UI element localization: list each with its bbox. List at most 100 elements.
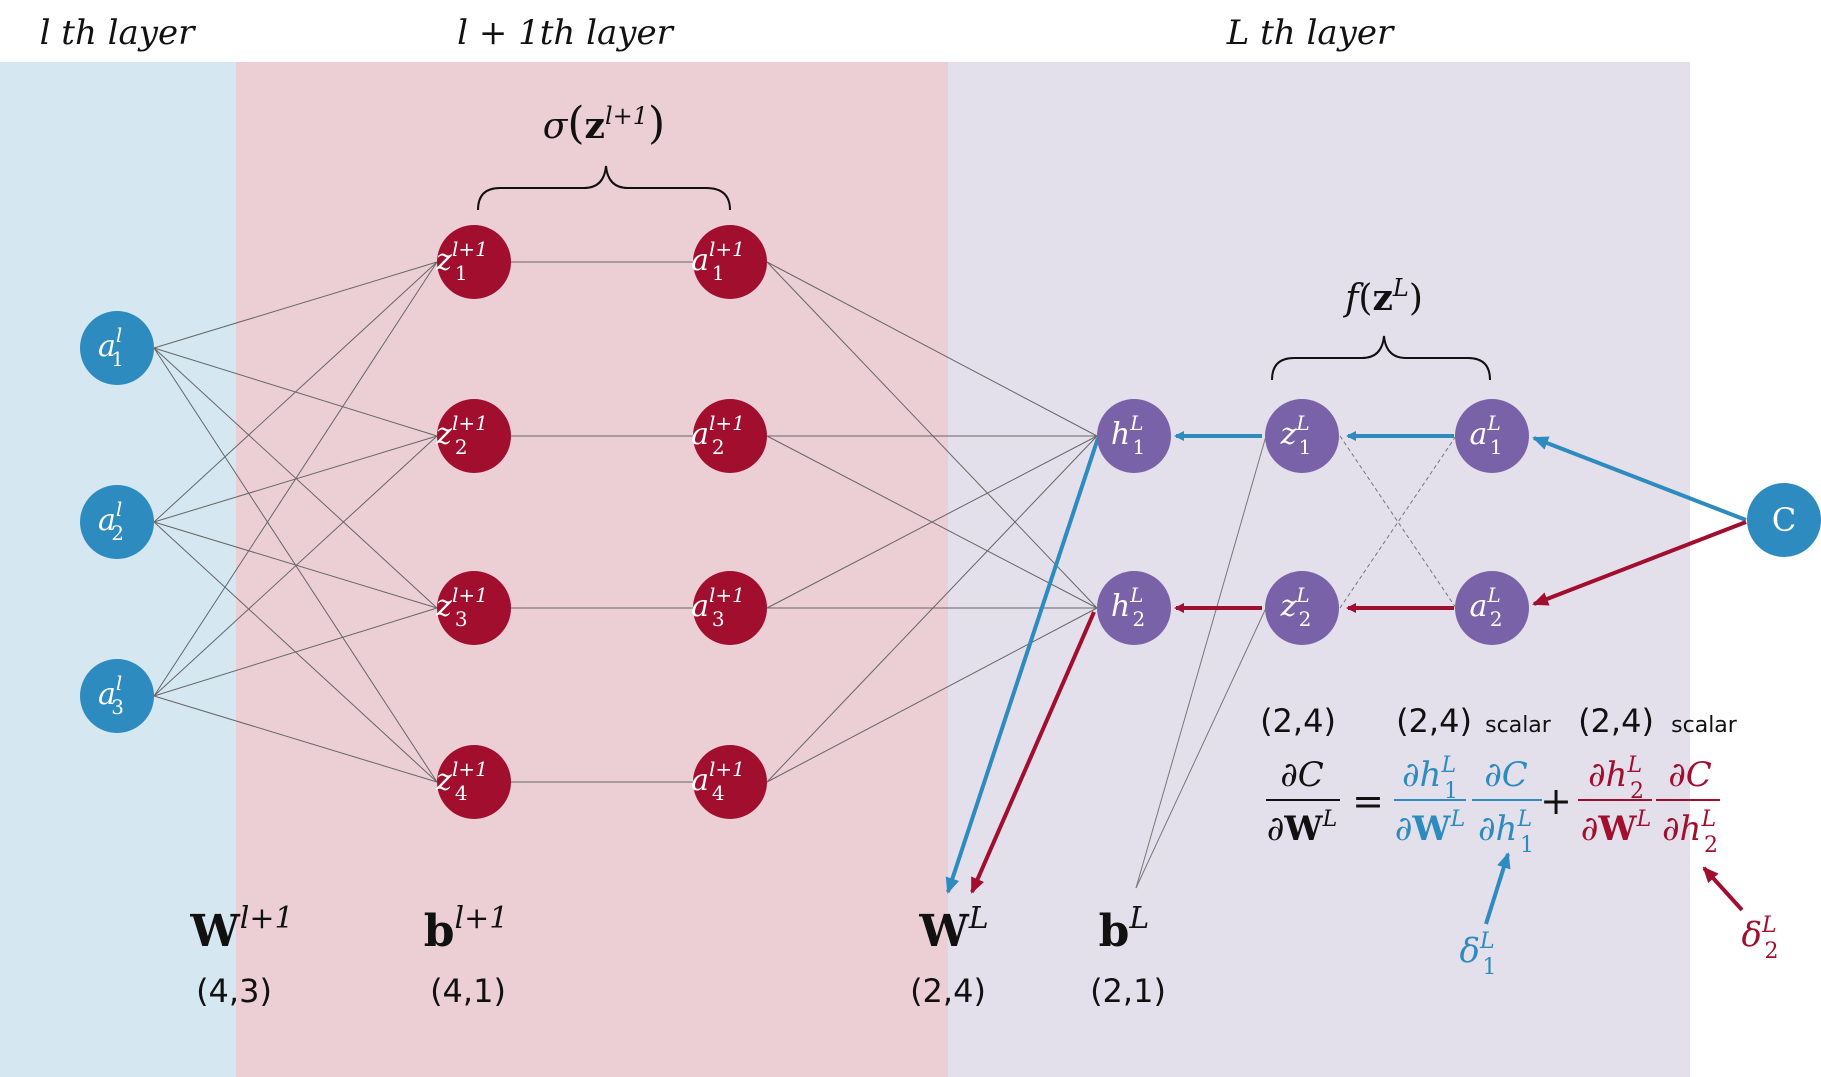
svg-text:∂C: ∂C: [1484, 755, 1528, 795]
node-label: zL 1: [1280, 411, 1312, 459]
brace-sigma-label: σ(zl+1): [543, 98, 665, 149]
band-l1: [236, 62, 948, 1077]
layer-title-L: L th layer: [1226, 13, 1395, 53]
edge: [766, 607, 1098, 783]
eq-equals: =: [1352, 779, 1384, 823]
edge: [153, 347, 438, 609]
node-label: aL 1: [1470, 411, 1503, 459]
edge: [153, 261, 438, 697]
edge: [153, 695, 438, 783]
svg-text:∂WL: ∂WL: [1395, 807, 1465, 849]
eq-term1: ∂hL 1 ∂WL ∂C ∂hL 1: [1394, 753, 1542, 858]
edge: [153, 435, 438, 697]
band-l: [0, 62, 236, 1077]
eq-term2: ∂hL 2 ∂WL ∂C ∂hL 2: [1578, 753, 1720, 858]
edge: [153, 261, 438, 349]
node-label: al 1: [98, 323, 124, 371]
node-label: zl+1 3: [435, 583, 488, 631]
node-label: al+1 1: [691, 237, 745, 285]
node-h_L-2: hL 2: [1097, 571, 1171, 645]
node-label: hL 2: [1111, 583, 1145, 631]
eq-lhs: ∂C ∂WL: [1266, 755, 1340, 849]
layer-title-l1: l + 1th layer: [457, 13, 674, 53]
node-label: zl+1 1: [435, 237, 488, 285]
param-W-l1-shape: (4,3): [196, 972, 272, 1010]
param-W-L-shape: (2,4): [910, 972, 986, 1010]
eq-term1-shape: (2,4): [1396, 702, 1472, 740]
eq-term2-note: scalar: [1671, 713, 1738, 738]
brace-sigma: [477, 165, 731, 211]
svg-text:∂WL: ∂WL: [1267, 807, 1337, 849]
node-z_l1-3: zl+1 3: [435, 571, 511, 645]
node-cost: C: [1747, 483, 1821, 557]
node-cost-label: C: [1772, 501, 1796, 539]
node-z_l1-2: zl+1 2: [435, 399, 511, 473]
network-nodes: al 1 al 2 al 3 zl+1 1 zl+1 2 zl+1 3 zl+1 4 al+1 1 al+1 2 a…: [80, 225, 1821, 819]
edge: [153, 261, 438, 523]
arrow-red-C-a2: [1532, 520, 1747, 606]
bias-edge: [1135, 435, 1267, 889]
edge: [766, 435, 1098, 783]
param-b-L: bL: [1099, 901, 1150, 957]
param-W-L: WL: [918, 901, 988, 957]
svg-text:∂C: ∂C: [1668, 755, 1712, 795]
node-label: zl+1 4: [435, 757, 488, 805]
node-a_l-1: al 1: [80, 311, 154, 385]
param-W-l1: Wl+1: [189, 901, 293, 957]
svg-text:∂hL1: ∂hL 1: [1402, 753, 1458, 804]
node-a_L-1: aL 1: [1455, 399, 1529, 473]
node-label: al 3: [98, 671, 124, 719]
node-a_l1-3: al+1 3: [691, 571, 767, 645]
svg-text:∂hL2: ∂hL 2: [1588, 753, 1644, 804]
param-b-l1-shape: (4,1): [430, 972, 506, 1010]
node-a_l1-4: al+1 4: [691, 745, 767, 819]
node-label: zl+1 2: [435, 411, 488, 459]
edge: [153, 521, 438, 609]
node-a_L-2: aL 2: [1455, 571, 1529, 645]
node-h_L-1: hL 1: [1097, 399, 1171, 473]
bias-edge: [1135, 607, 1267, 889]
node-label: aL 2: [1470, 583, 1503, 631]
delta-2: δL 2: [1741, 913, 1778, 964]
node-a_l1-1: al+1 1: [691, 225, 767, 299]
node-label: zL 2: [1280, 583, 1312, 631]
node-z_L-1: zL 1: [1265, 399, 1339, 473]
svg-text:∂C: ∂C: [1280, 755, 1324, 795]
layer-title-l: l th layer: [40, 13, 197, 53]
node-a_l1-2: al+1 2: [691, 399, 767, 473]
svg-text:∂hL2: ∂hL 2: [1662, 807, 1718, 858]
node-label: al 2: [98, 497, 124, 545]
delta-1: δL 1: [1459, 929, 1496, 980]
brace-f-label: f(zL): [1342, 274, 1423, 319]
arrow-delta1: [1484, 852, 1511, 925]
band-L: [948, 62, 1690, 1077]
arrow-red-h2-to-WL: [970, 611, 1096, 894]
node-a_l-3: al 3: [80, 659, 154, 733]
edge: [153, 607, 438, 697]
node-label: hL 1: [1111, 411, 1145, 459]
arrow-delta2: [1702, 866, 1744, 912]
node-z_L-2: zL 2: [1265, 571, 1339, 645]
node-z_l1-1: zl+1 1: [435, 225, 511, 299]
node-label: al+1 2: [691, 411, 745, 459]
network-edges: [153, 261, 1098, 783]
node-z_l1-4: zl+1 4: [435, 745, 511, 819]
param-b-l1: bl+1: [424, 901, 509, 957]
eq-plus: +: [1540, 779, 1572, 823]
eq-lhs-shape: (2,4): [1260, 702, 1336, 740]
node-label: al+1 3: [691, 583, 745, 631]
eq-term2-shape: (2,4): [1578, 702, 1654, 740]
arrow-blue-h1-to-WL: [945, 437, 1100, 894]
edge: [766, 261, 1098, 609]
edge: [766, 435, 1098, 609]
param-b-L-shape: (2,1): [1090, 972, 1166, 1010]
node-label: al+1 4: [691, 757, 745, 805]
arrow-blue-C-a1: [1532, 436, 1747, 522]
edge: [766, 261, 1098, 437]
node-a_l-2: al 2: [80, 485, 154, 559]
brace-f: [1271, 335, 1491, 381]
svg-text:∂hL1: ∂hL 1: [1478, 807, 1534, 858]
svg-text:∂WL: ∂WL: [1581, 807, 1651, 849]
eq-term1-note: scalar: [1485, 713, 1552, 738]
